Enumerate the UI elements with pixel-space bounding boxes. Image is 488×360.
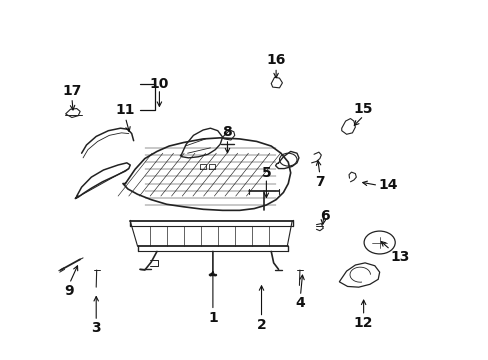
Text: 16: 16 (266, 53, 285, 67)
Text: 7: 7 (314, 175, 324, 189)
Text: 12: 12 (353, 316, 373, 330)
Text: 11: 11 (115, 103, 135, 117)
Text: 14: 14 (377, 178, 397, 192)
Text: 8: 8 (222, 125, 232, 139)
Text: 2: 2 (256, 318, 266, 332)
Text: 15: 15 (353, 102, 373, 116)
Text: 17: 17 (62, 84, 81, 98)
Text: 9: 9 (64, 284, 74, 298)
Text: 6: 6 (319, 209, 329, 223)
Text: 3: 3 (91, 321, 101, 335)
Text: 1: 1 (207, 311, 217, 324)
Text: 4: 4 (295, 296, 305, 310)
Text: 10: 10 (149, 77, 169, 91)
Text: 13: 13 (389, 250, 409, 264)
Text: 5: 5 (261, 166, 271, 180)
